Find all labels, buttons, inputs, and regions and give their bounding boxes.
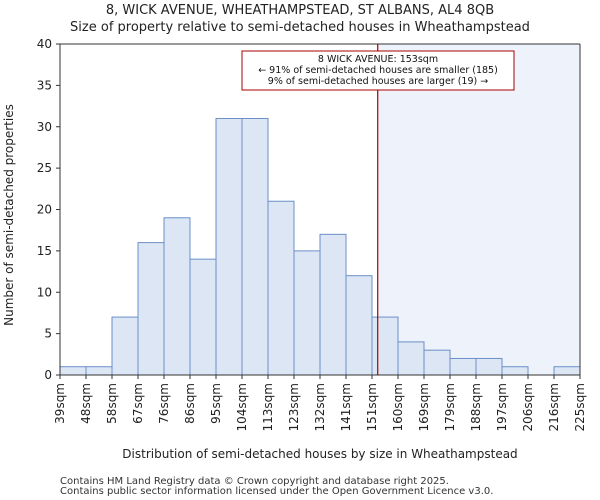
- histogram-bar: [345, 275, 373, 376]
- histogram-bar: [189, 258, 217, 376]
- footer-copyright: Contains HM Land Registry data © Crown c…: [60, 476, 449, 487]
- histogram-bar: [423, 349, 451, 376]
- x-tick-label: 206sqm: [521, 383, 535, 431]
- x-tick-label: 104sqm: [235, 383, 249, 431]
- x-tick-label: 76sqm: [157, 383, 171, 424]
- x-tick-label: 132sqm: [313, 383, 327, 431]
- annotation-text-line: ← 91% of semi-detached houses are smalle…: [258, 65, 498, 76]
- x-tick-label: 179sqm: [443, 383, 457, 431]
- x-tick-label: 67sqm: [131, 383, 145, 424]
- histogram-bar: [475, 357, 503, 376]
- x-axis-label: Distribution of semi-detached houses by …: [122, 447, 517, 461]
- x-tick-label: 225sqm: [573, 383, 587, 431]
- x-tick-label: 95sqm: [209, 383, 223, 424]
- histogram-bar: [85, 366, 113, 376]
- x-tick-label: 160sqm: [391, 383, 405, 431]
- annotation-box: [241, 50, 515, 91]
- x-tick-label: 39sqm: [53, 383, 67, 424]
- x-tick-label: 123sqm: [287, 383, 301, 431]
- histogram-bar: [293, 250, 321, 376]
- y-tick-label: 20: [37, 203, 52, 217]
- annotation-text-line: 8 WICK AVENUE: 153sqm: [318, 54, 438, 65]
- x-tick-label: 113sqm: [261, 383, 275, 431]
- x-tick-label: 151sqm: [365, 383, 379, 431]
- y-tick-label: 35: [37, 78, 52, 92]
- annotation-text-line: 9% of semi-detached houses are larger (1…: [268, 76, 488, 87]
- x-tick-label: 141sqm: [339, 383, 353, 431]
- histogram-bar: [163, 217, 191, 376]
- x-tick-label: 86sqm: [183, 383, 197, 424]
- chart-title: 8, WICK AVENUE, WHEATHAMPSTEAD, ST ALBAN…: [105, 3, 495, 18]
- x-tick-label: 169sqm: [417, 383, 431, 431]
- y-tick-label: 40: [37, 37, 52, 51]
- x-tick-label: 48sqm: [79, 383, 93, 424]
- x-tick-label: 188sqm: [469, 383, 483, 431]
- y-tick-label: 15: [37, 244, 52, 258]
- x-tick-label: 197sqm: [495, 383, 509, 431]
- y-axis-label: Number of semi-detached properties: [2, 104, 16, 326]
- footer-licence: Contains public sector information licen…: [60, 486, 494, 497]
- histogram-bar: [449, 357, 477, 376]
- histogram-bar: [137, 242, 165, 376]
- histogram-bar: [371, 316, 399, 376]
- histogram-bar: [501, 366, 529, 376]
- histogram-bar: [215, 117, 243, 376]
- histogram-bar: [319, 233, 347, 376]
- y-tick-label: 0: [44, 368, 52, 382]
- y-tick-label: 30: [37, 120, 52, 134]
- x-tick-label: 58sqm: [105, 383, 119, 424]
- y-tick-label: 25: [37, 161, 52, 175]
- y-tick-label: 5: [44, 327, 52, 341]
- y-tick-label: 10: [37, 285, 52, 299]
- histogram-bar: [397, 341, 425, 376]
- histogram-chart: 0 5 10 15 20 25 30 35 40 39sqm 48sqm 58sqm 67sqm 76sq…: [2, 37, 587, 461]
- histogram-bar: [111, 316, 139, 376]
- histogram-bar: [241, 117, 269, 376]
- histogram-bar: [59, 366, 87, 376]
- larger-region-highlight: [377, 44, 580, 375]
- chart-subtitle: Size of property relative to semi-detach…: [70, 20, 530, 35]
- x-tick-label: 216sqm: [547, 383, 561, 431]
- histogram-bar: [553, 366, 581, 376]
- histogram-bar: [267, 200, 295, 376]
